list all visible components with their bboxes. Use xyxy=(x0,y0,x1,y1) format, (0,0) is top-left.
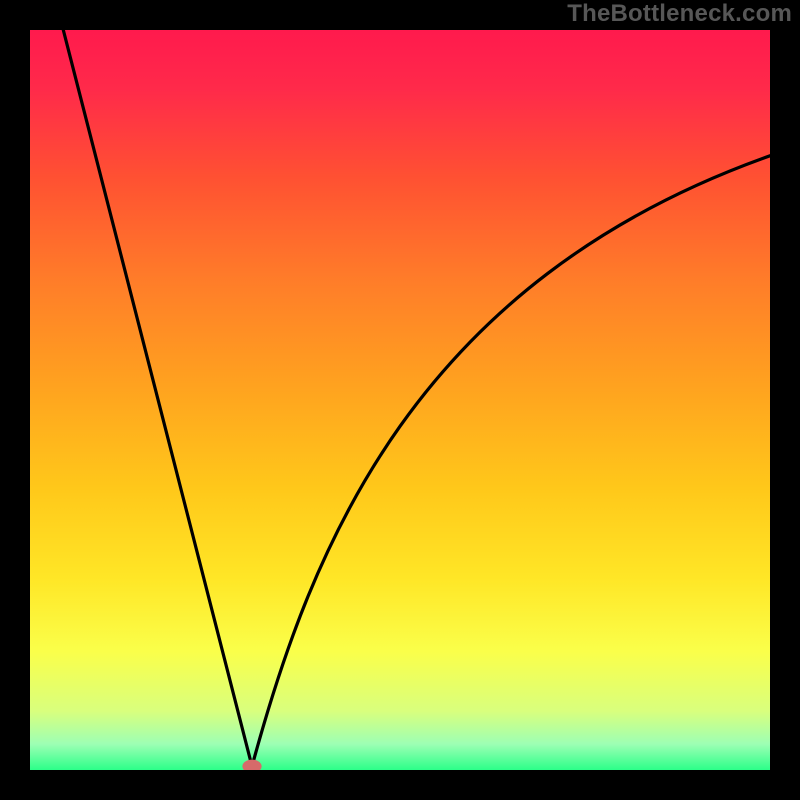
plot-area xyxy=(30,30,770,770)
watermark-text: TheBottleneck.com xyxy=(567,0,792,28)
chart-root: { "watermark": { "text": "TheBottleneck.… xyxy=(0,0,800,800)
gradient-background xyxy=(30,30,770,770)
plot-svg xyxy=(30,30,770,770)
